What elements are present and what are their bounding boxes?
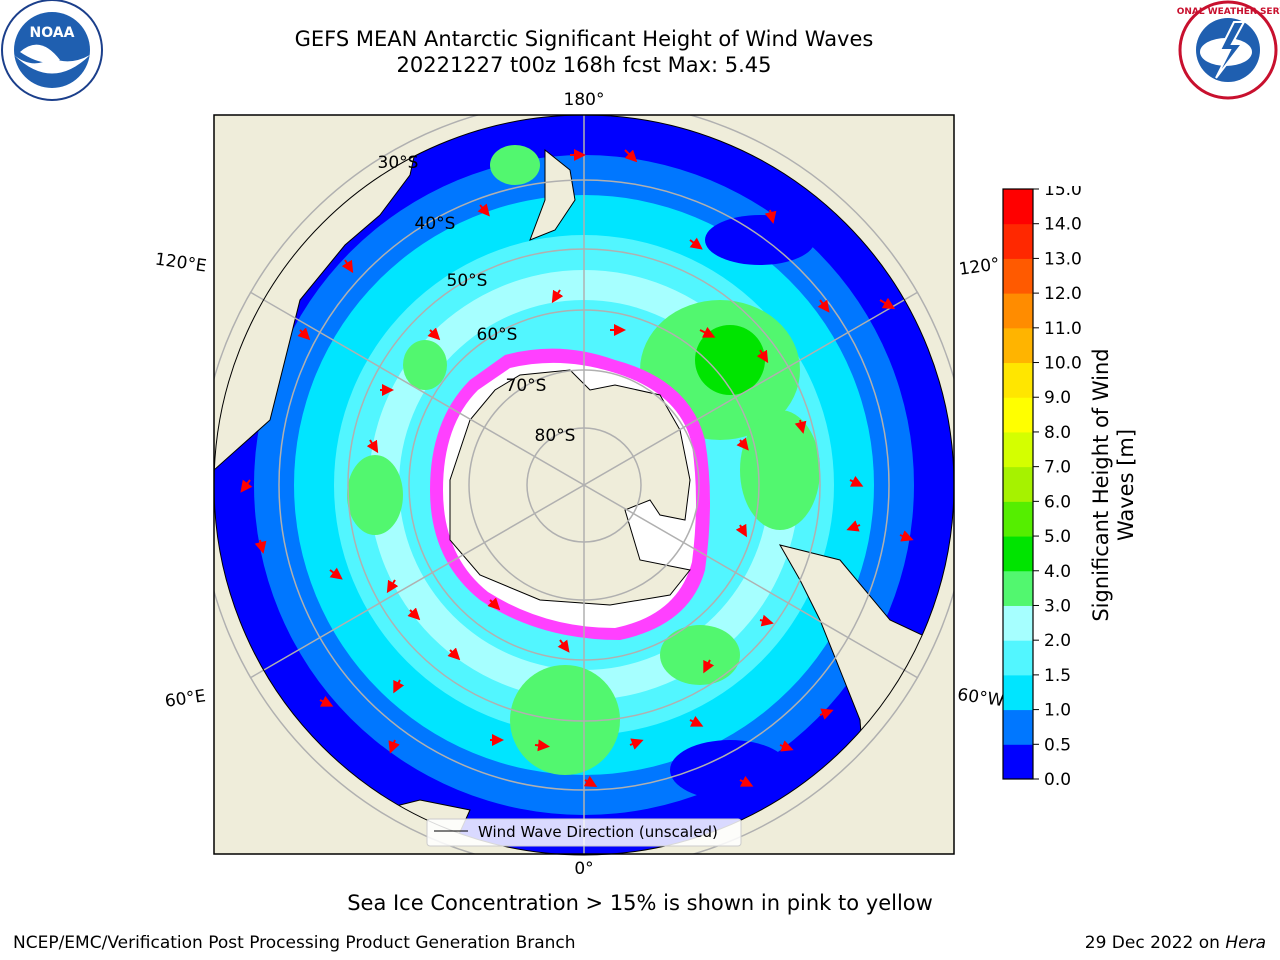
antarctica [449, 369, 691, 606]
lon-label-60e: 60°E [164, 686, 207, 711]
colorbar-tick-label: 12.0 [1044, 284, 1082, 304]
colorbar-ticks: 0.0 0.5 1.0 1.5 2.0 3.0 4.0 5.0 6.0 7.0 8.0 9.0 10.0… [1033, 186, 1082, 786]
lon-label-120w: 120° [958, 254, 1001, 280]
colorbar-band [1003, 327, 1033, 364]
colorbar-tick-label: 1.0 [1044, 701, 1071, 721]
lat-label-50s: 50°S [447, 271, 488, 291]
colorbar-band [1003, 189, 1033, 225]
colorbar-tick-label: 14.0 [1044, 215, 1082, 235]
colorbar-tick-label: 5.0 [1044, 527, 1071, 547]
colorbar-band [1003, 258, 1033, 294]
colorbar-band [1003, 466, 1033, 502]
colorbar-tick-label: 7.0 [1044, 458, 1071, 478]
chart-title-line2: 20221227 t00z 168h fcst Max: 5.45 [396, 53, 772, 77]
colorbar-band [1003, 397, 1033, 433]
colorbar-band [1003, 431, 1033, 468]
legend: Wind Wave Direction (unscaled) [426, 818, 742, 847]
colorbar-band [1003, 293, 1033, 329]
colorbar-tick-label: 11.0 [1044, 319, 1082, 339]
colorbar-tick-label: 13.0 [1044, 249, 1082, 269]
map-frame [213, 114, 955, 855]
colorbar-tick-label: 6.0 [1044, 492, 1071, 512]
lon-label-60w: 60°W [956, 685, 1005, 711]
sea-ice-note: Sea Ice Concentration > 15% is shown in … [347, 891, 933, 915]
lat-label-70s: 70°S [506, 376, 547, 396]
colorbar-tick-label: 4.0 [1044, 562, 1071, 582]
footer-date: 29 Dec 2022 on Hera [1085, 933, 1266, 953]
colorbar-band [1003, 536, 1033, 572]
footer-host: Hera [1225, 933, 1266, 953]
footer-date-prefix: 29 Dec 2022 on [1084, 933, 1226, 953]
colorbar-band [1003, 640, 1033, 676]
colorbar-band [1003, 709, 1033, 745]
colorbar-tick-label: 10.0 [1044, 354, 1082, 374]
colorbar-bands [1003, 189, 1033, 780]
colorbar-tick-label: 2.0 [1044, 631, 1071, 651]
colorbar-title-line2: Waves [m] [1114, 428, 1138, 542]
colorbar-tick-label: 3.0 [1044, 596, 1071, 616]
colorbar-band [1003, 501, 1033, 537]
colorbar-tick-label: 15.0 [1044, 186, 1082, 200]
colorbar-band [1003, 223, 1033, 259]
colorbar-band [1003, 570, 1033, 606]
colorbar-band [1003, 674, 1033, 711]
colorbar-tick-label: 1.5 [1044, 666, 1071, 686]
lat-label-60s: 60°S [477, 325, 518, 345]
legend-label: Wind Wave Direction (unscaled) [478, 823, 718, 841]
nws-logo-text: NATIONAL WEATHER SERVICE [1176, 7, 1280, 17]
colorbar-tick-label: 0.5 [1044, 735, 1071, 755]
colorbar-tick-label: 8.0 [1044, 423, 1071, 443]
lon-label-120e: 120°E [154, 250, 208, 277]
colorbar: 0.0 0.5 1.0 1.5 2.0 3.0 4.0 5.0 6.0 7.0 8.0 9.0 10.0… [1002, 186, 1082, 786]
colorbar-tick-label: 0.0 [1044, 770, 1071, 786]
colorbar-band [1003, 744, 1033, 780]
lon-label-180: 180° [564, 90, 605, 110]
footer-branch: NCEP/EMC/Verification Post Processing Pr… [13, 933, 576, 953]
lat-label-30s: 30°S [378, 153, 419, 173]
chart-title-line1: GEFS MEAN Antarctic Significant Height o… [294, 27, 874, 51]
noaa-logo-text: NOAA [30, 25, 75, 41]
nws-logo: NATIONAL WEATHER SERVICE [1176, 0, 1280, 100]
colorbar-band [1003, 605, 1033, 641]
noaa-logo: NOAA [1, 0, 103, 101]
lat-label-40s: 40°S [415, 214, 456, 234]
wave-direction-arrows [240, 149, 914, 787]
colorbar-title-line1: Significant Height of Wind [1089, 348, 1113, 622]
colorbar-tick-label: 9.0 [1044, 388, 1071, 408]
lat-label-80s: 80°S [535, 426, 576, 446]
graticule [214, 115, 954, 854]
lon-label-0: 0° [574, 859, 593, 879]
colorbar-band [1003, 362, 1033, 398]
